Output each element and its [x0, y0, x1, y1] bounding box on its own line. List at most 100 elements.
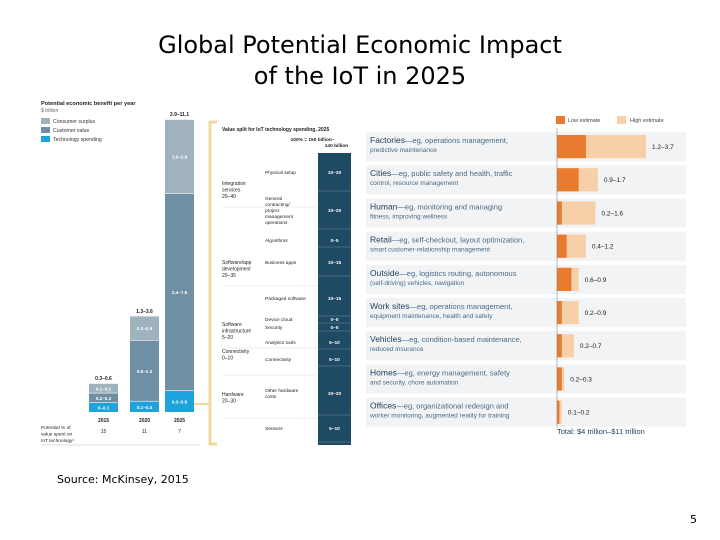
stack-segment-label: 0.8–2.3	[137, 369, 153, 374]
source-note: Source: McKinsey, 2015	[57, 473, 189, 486]
split-item-label: Device cloud	[265, 317, 293, 323]
stack-segment-label: 0–0.1	[98, 406, 110, 411]
hbar-sector-desc2: predictive maintenance	[370, 147, 437, 154]
hbar-low-bar	[557, 267, 572, 291]
split-group-name: infrastructure	[222, 329, 251, 335]
stack-share-value: 11	[142, 429, 147, 435]
hbar-high-bar	[557, 201, 596, 225]
split-group-range: 20–40	[222, 194, 236, 200]
hbar-row-bg	[366, 397, 686, 427]
split-total-label: 100% = 150 billion–	[291, 137, 335, 143]
stack-segment	[89, 403, 118, 412]
split-item-label: Sensors	[265, 426, 283, 432]
hbar-legend-high: High estimate	[630, 118, 664, 124]
split-item-value: 0–5	[330, 317, 338, 323]
stack-segment	[89, 393, 118, 403]
stack-legend-label: Technology spending	[53, 137, 102, 143]
split-group-range: 5–20	[222, 335, 233, 341]
split-item-value: 0–5	[330, 325, 338, 331]
hbar-low-bar	[557, 135, 586, 159]
stack-legend-label: Customer value	[53, 128, 89, 134]
hbar-sector-desc2: (self-driving) vehicles, navigation	[370, 280, 465, 287]
stack-segment	[165, 119, 194, 194]
stack-legend-swatch	[41, 118, 50, 124]
split-item-label: Other hardware	[265, 388, 299, 394]
split-item-value: 10–15	[328, 260, 342, 266]
split-item-label: Business apps	[265, 260, 297, 266]
hbar-row-bg	[366, 264, 686, 294]
hbar-sector-line1: Outside—eg, logistics routing, autonomou…	[370, 268, 517, 278]
stack-total-label: 0.3–0.6	[95, 376, 112, 382]
split-group-name: Software/app	[222, 260, 252, 266]
split-bracket	[208, 120, 217, 446]
hbar-legend-swatch-high	[617, 116, 626, 124]
stack-segment-label: 0.3–0.8	[172, 400, 188, 405]
hbar-sector-desc1: —eg, condition-based maintenance,	[402, 335, 522, 344]
hbar-row-bg	[366, 198, 686, 228]
stack-total-label: 3.9–11.1	[170, 112, 189, 118]
split-item-value: 5–10	[329, 340, 340, 346]
hbar-sector-desc2: fitness, improving wellness	[370, 213, 448, 220]
hbar-range-label: 1.2–3.7	[652, 144, 674, 151]
hbar-row-bg	[366, 331, 686, 361]
split-group-name: Hardware	[222, 392, 244, 398]
page-number: 5	[690, 513, 697, 526]
split-item-label: costs	[265, 394, 277, 400]
split-item-label: management	[265, 214, 294, 220]
hbar-range-label: 0.4–1.2	[592, 244, 614, 251]
hbar-sector-name: Factories	[370, 135, 405, 145]
hbar-low-bar	[557, 334, 562, 358]
stack-segment	[130, 316, 159, 341]
split-item-label: Analytics tools	[265, 340, 296, 346]
hbar-sector-name: Vehicles	[370, 334, 402, 344]
stack-share-caption: Potential % of	[41, 425, 71, 431]
title-line-1: Global Potential Economic Impact	[158, 31, 562, 59]
stack-segment	[165, 193, 194, 391]
hbar-low-bar	[557, 367, 562, 391]
hbar-low-bar	[557, 168, 579, 192]
hbar-sector-desc1: —eg, operations management,	[405, 136, 508, 145]
stack-share-value: 15	[101, 429, 107, 435]
stack-segment	[130, 340, 159, 401]
split-title: Value split for IoT technology spending,…	[222, 127, 329, 133]
split-item-label: project	[265, 208, 280, 214]
split-item-label: Connectivity	[265, 357, 292, 363]
split-group-name: development	[222, 267, 251, 273]
split-group-name: Connectivity	[222, 349, 250, 355]
stack-category-label: 2025	[174, 418, 185, 424]
hbar-sector-desc2: and security, chore automation	[370, 379, 459, 386]
hbar-sector-desc2: control, resource management	[370, 180, 458, 187]
split-item-value: 10–20	[328, 391, 342, 397]
stack-segment	[89, 383, 118, 393]
stack-segment	[165, 391, 194, 412]
hbar-range-label: 0.1–0.2	[568, 410, 590, 417]
split-item-label: General	[265, 196, 282, 202]
hbar-sector-desc1: —eg, monitoring and managing	[397, 202, 502, 211]
split-group-range: 20–30	[222, 399, 236, 405]
hbar-range-label: 0.2–0.9	[585, 310, 607, 317]
stack-segment-label: 1.0–2.8	[172, 155, 188, 160]
split-item-label: Algorithms	[265, 238, 288, 244]
stack-segment-label: 0.3–0.9	[137, 326, 153, 331]
hbar-sector-desc1: —eg, operations management,	[410, 302, 513, 311]
hbar-sector-line1: Offices—eg, organizational redesign and	[370, 401, 508, 411]
hbar-range-label: 0.2–0.7	[580, 343, 602, 350]
stack-title: Potential economic benefit per year	[41, 101, 136, 107]
hbar-low-bar	[557, 201, 562, 225]
hbar-sector-line1: Vehicles—eg, condition-based maintenance…	[370, 334, 522, 344]
stack-category-label: 2015	[98, 418, 109, 424]
hbar-low-bar	[557, 301, 562, 325]
hbar-sector-desc1: —eg, organizational redesign and	[396, 402, 508, 411]
split-group-name: Integration	[222, 181, 246, 187]
hbar-sector-line1: Factories—eg, operations management,	[370, 135, 508, 145]
slide-title: Global Potential Economic Impact of the …	[80, 30, 640, 92]
stack-segment-label: 0.1–0.4	[137, 405, 153, 410]
stack-total-label: 1.3–3.6	[136, 309, 153, 315]
hbar-sector-name: Cities	[370, 168, 391, 178]
hbar-sector-desc1: —eg, logistics routing, autonomous	[399, 269, 516, 278]
split-item-value: 10–15	[328, 296, 342, 302]
stack-segment-label: 2.4–7.5	[172, 290, 188, 295]
hbar-sector-line1: Cities—eg, public safety and health, tra…	[370, 168, 513, 178]
hbar-legend-swatch-low	[556, 116, 565, 124]
